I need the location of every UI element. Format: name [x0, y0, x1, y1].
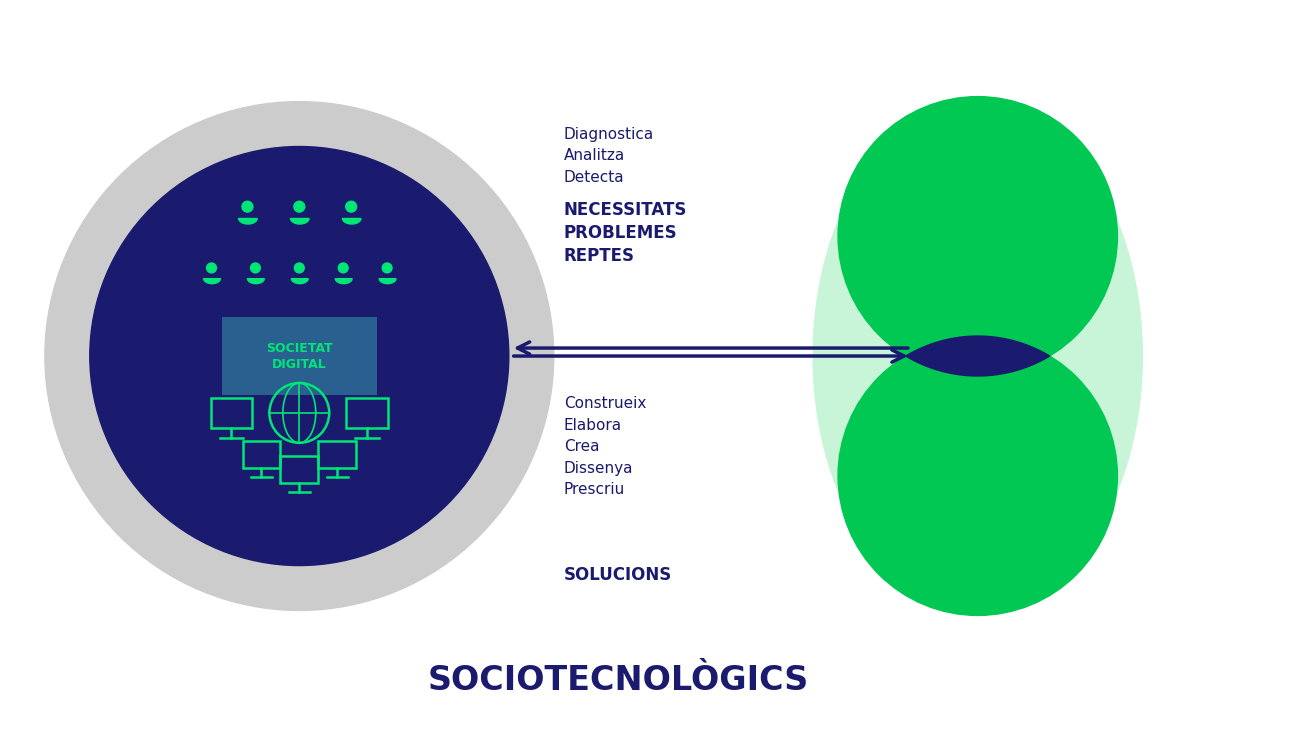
Circle shape	[243, 201, 253, 212]
Circle shape	[383, 263, 392, 273]
Circle shape	[45, 102, 554, 610]
Text: ENGINYERIES: ENGINYERIES	[908, 471, 1048, 491]
Circle shape	[250, 263, 261, 273]
Circle shape	[294, 263, 305, 273]
Circle shape	[206, 263, 217, 273]
Text: CIÈNCIES
HUMANES: CIÈNCIES HUMANES	[925, 211, 1031, 252]
Ellipse shape	[813, 102, 1143, 610]
Circle shape	[89, 146, 508, 566]
Text: SOCIETAT
DIGITAL: SOCIETAT DIGITAL	[266, 341, 332, 371]
Circle shape	[838, 336, 1118, 616]
Text: NECESSITATS
PROBLEMES
REPTES: NECESSITATS PROBLEMES REPTES	[564, 201, 687, 265]
Text: SOCIOTECNOLÒGICS: SOCIOTECNOLÒGICS	[428, 664, 809, 697]
Text: SOLUCIONS: SOLUCIONS	[564, 566, 672, 583]
Circle shape	[838, 96, 1118, 376]
Polygon shape	[905, 336, 1049, 376]
FancyBboxPatch shape	[222, 317, 376, 395]
Circle shape	[346, 201, 357, 212]
Text: Stakeholders: Stakeholders	[913, 550, 1041, 567]
Circle shape	[294, 201, 305, 212]
Text: Diagnostica
Analitza
Detecta: Diagnostica Analitza Detecta	[564, 126, 654, 185]
Text: Construeix
Elabora
Crea
Dissenya
Prescriu: Construeix Elabora Crea Dissenya Prescri…	[564, 396, 646, 497]
Circle shape	[339, 263, 348, 273]
